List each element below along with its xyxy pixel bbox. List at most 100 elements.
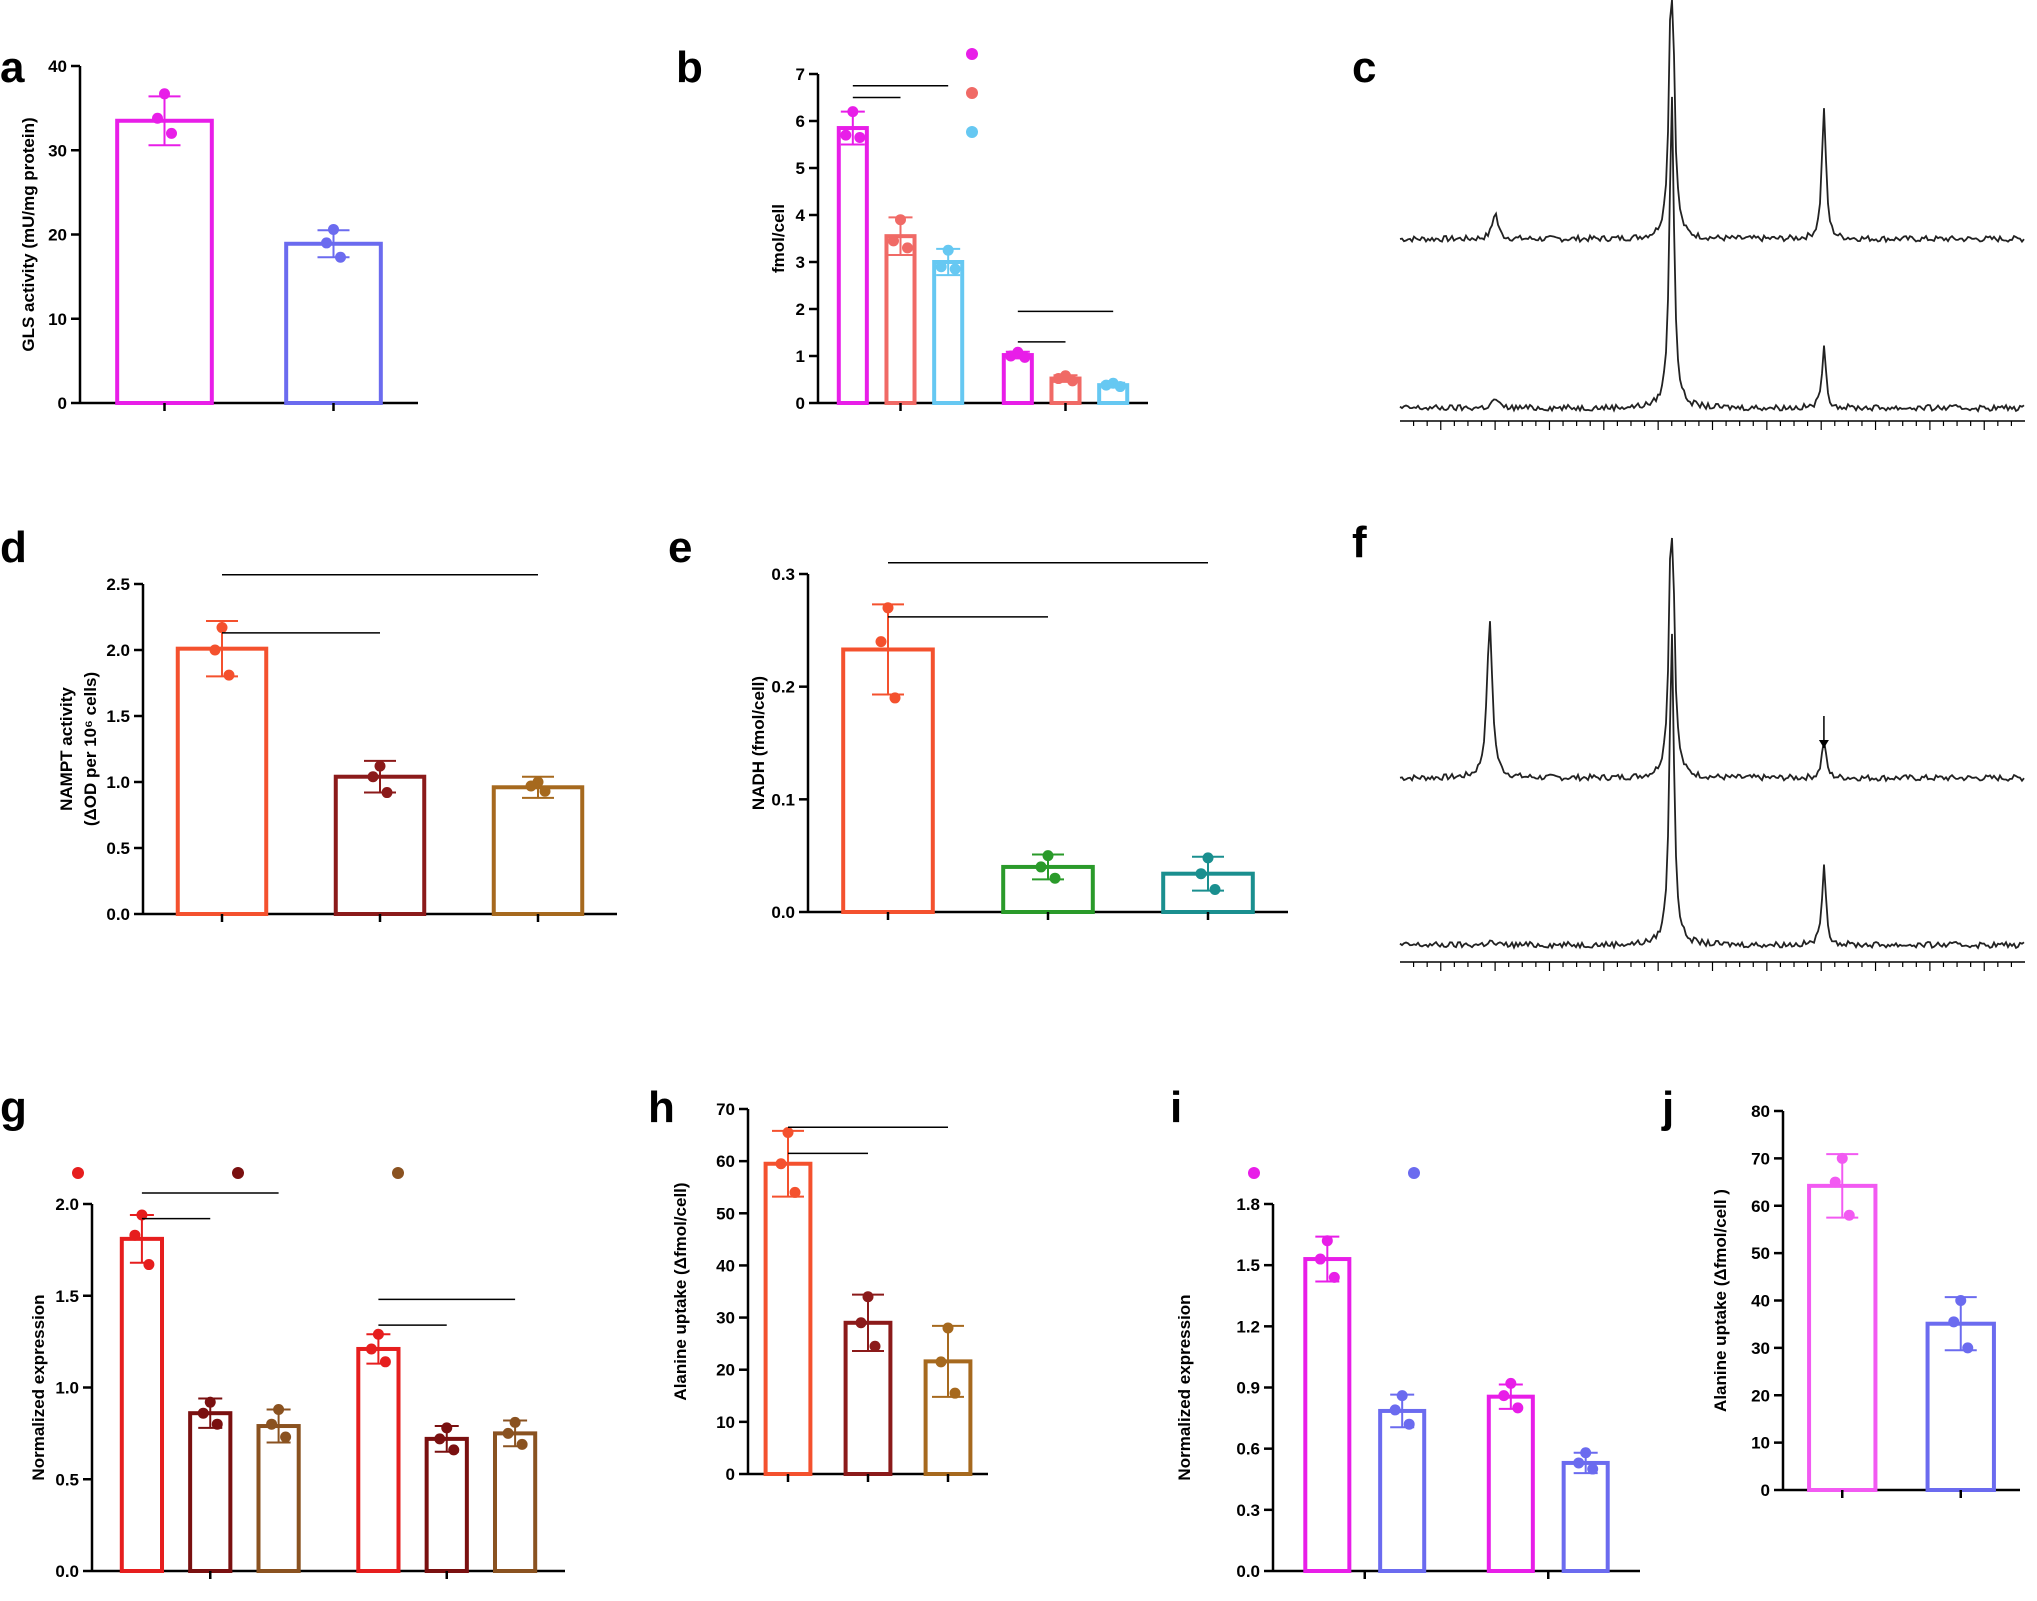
bar xyxy=(115,118,214,405)
data-point xyxy=(1067,375,1078,387)
y-tick-label: 0.1 xyxy=(771,790,795,809)
data-point xyxy=(509,1416,521,1428)
y-tick-label: 10 xyxy=(1751,1434,1770,1453)
y-tick-label: 30 xyxy=(1751,1339,1770,1358)
data-point xyxy=(1202,852,1214,864)
data-point xyxy=(1053,373,1064,385)
data-point xyxy=(949,1387,961,1399)
data-point xyxy=(1328,1271,1340,1283)
y-axis-label-2: (ΔOD per 10⁶ cells) xyxy=(81,672,100,826)
y-axis-label: Alanine uptake (Δfmol/cell) xyxy=(671,1182,690,1400)
panel-letter-c: c xyxy=(1352,43,1376,92)
data-point xyxy=(211,1418,223,1430)
data-point xyxy=(367,771,379,783)
data-point xyxy=(1049,872,1061,884)
bar xyxy=(491,785,585,917)
arrow-head xyxy=(1818,740,1829,748)
y-tick-label: 20 xyxy=(716,1361,735,1380)
data-point xyxy=(1836,1152,1848,1164)
y-tick-label: 80 xyxy=(1751,1102,1770,1121)
legend-marker xyxy=(72,1167,84,1179)
data-point xyxy=(882,602,894,614)
data-point xyxy=(1587,1463,1599,1475)
y-tick-label: 1.0 xyxy=(55,1379,79,1398)
y-tick-label: 3 xyxy=(796,253,805,272)
y-tick-label: 40 xyxy=(716,1256,735,1275)
y-tick-label: 2 xyxy=(796,300,805,319)
y-tick-label: 30 xyxy=(48,141,67,160)
data-point xyxy=(1314,1253,1326,1265)
y-tick-label: 0.2 xyxy=(771,678,795,697)
y-tick-label: 0.9 xyxy=(1236,1379,1260,1398)
y-tick-label: 40 xyxy=(48,57,67,76)
data-point xyxy=(321,237,332,249)
chart-e: 0.0 0.1 0.2 0.3 NADH (fmol/cell) xyxy=(749,561,1288,922)
y-tick-label: 1.2 xyxy=(1236,1317,1260,1336)
data-point xyxy=(1209,883,1221,895)
y-tick-label: 0.0 xyxy=(106,905,130,924)
data-point xyxy=(209,644,221,656)
bar xyxy=(175,646,269,916)
data-point xyxy=(869,1340,881,1352)
spectrum-trace xyxy=(1399,0,2025,244)
y-axis-label: Normalized expression xyxy=(1175,1294,1194,1480)
data-point xyxy=(1962,1342,1974,1354)
spectrum-trace xyxy=(1399,96,2025,413)
y-tick-label: 60 xyxy=(1751,1197,1770,1216)
y-tick-label: 70 xyxy=(1751,1149,1770,1168)
y-tick-label: 2.5 xyxy=(106,575,130,594)
bar xyxy=(884,234,917,405)
bar xyxy=(424,1436,469,1573)
data-point xyxy=(223,669,235,681)
data-point xyxy=(216,622,228,634)
data-point xyxy=(1396,1390,1408,1402)
spectrum-trace xyxy=(1399,633,2025,950)
bar xyxy=(1378,1408,1427,1574)
chart-h: 0 10 20 30 40 50 60 70 Alanine uptake (Δfmol/cel… xyxy=(671,1100,988,1484)
y-axis-label: fmol/cell xyxy=(769,204,788,273)
panel-letter-f: f xyxy=(1352,518,1367,567)
data-point xyxy=(847,106,859,118)
data-point xyxy=(448,1444,460,1456)
legend-marker xyxy=(1248,1167,1260,1179)
data-point xyxy=(204,1396,216,1408)
bar xyxy=(333,774,427,916)
y-axis-label: NAMPT activity xyxy=(57,687,76,811)
legend-marker xyxy=(232,1167,244,1179)
data-point xyxy=(1512,1402,1524,1414)
data-point xyxy=(136,1209,148,1221)
bar xyxy=(188,1411,233,1573)
bar xyxy=(119,1236,165,1573)
panel-letter-j: j xyxy=(1661,1083,1674,1132)
data-point xyxy=(889,692,901,704)
data-point xyxy=(152,112,163,124)
data-point xyxy=(374,760,386,772)
data-point xyxy=(1843,1209,1855,1221)
y-tick-label: 30 xyxy=(716,1309,735,1328)
chart-j: 0 10 20 30 40 50 60 70 80 Alanine uptake (Δfmol/c… xyxy=(1711,1102,2020,1500)
data-point xyxy=(888,235,899,247)
y-axis-label: GLS activity (mU/mg protein) xyxy=(19,117,38,351)
legend-marker xyxy=(966,87,978,99)
data-point xyxy=(942,244,954,256)
data-point xyxy=(434,1433,446,1445)
bar xyxy=(1561,1460,1610,1573)
y-tick-label: 2.0 xyxy=(106,641,130,660)
data-point xyxy=(539,785,551,797)
y-tick-label: 1.5 xyxy=(1236,1256,1260,1275)
data-point xyxy=(1042,850,1054,862)
y-tick-label: 0.0 xyxy=(771,903,795,922)
bar xyxy=(763,1161,813,1476)
data-point xyxy=(525,780,537,792)
y-tick-label: 1.5 xyxy=(106,707,130,726)
panel-letter-i: i xyxy=(1170,1083,1182,1132)
data-point xyxy=(942,1322,954,1334)
y-tick-label: 10 xyxy=(716,1413,735,1432)
panel-letter-h: h xyxy=(648,1083,675,1132)
data-point xyxy=(143,1259,155,1271)
y-tick-label: 70 xyxy=(716,1100,735,1119)
data-point xyxy=(789,1186,801,1198)
data-point xyxy=(328,223,339,235)
data-point xyxy=(782,1126,794,1138)
